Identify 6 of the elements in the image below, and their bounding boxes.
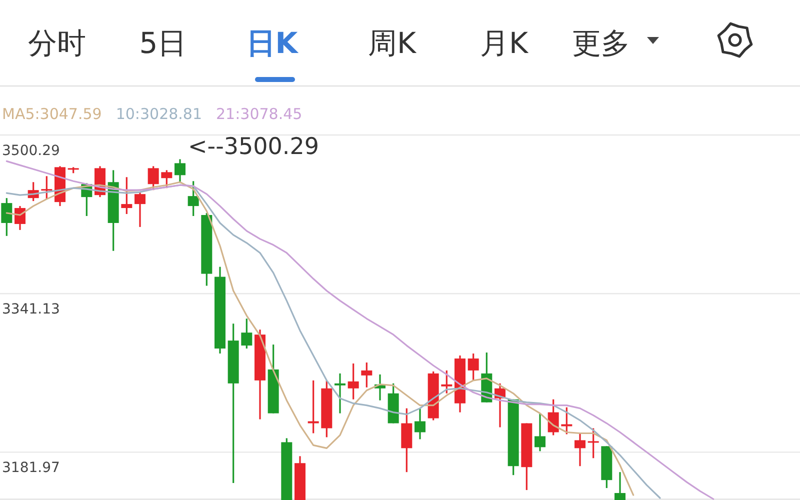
tabs: 分时 5日 日K 周K 月K 更多 bbox=[28, 26, 630, 60]
y-tick-label: 3341.13 bbox=[2, 302, 60, 318]
y-tick-label: 3181.97 bbox=[2, 460, 60, 476]
y-tick-label: 3500.29 bbox=[2, 143, 60, 159]
annotation: <--3500.29 bbox=[188, 134, 319, 160]
legend: MA5:3047.59 10:3028.81 21:3078.45 bbox=[2, 105, 302, 123]
